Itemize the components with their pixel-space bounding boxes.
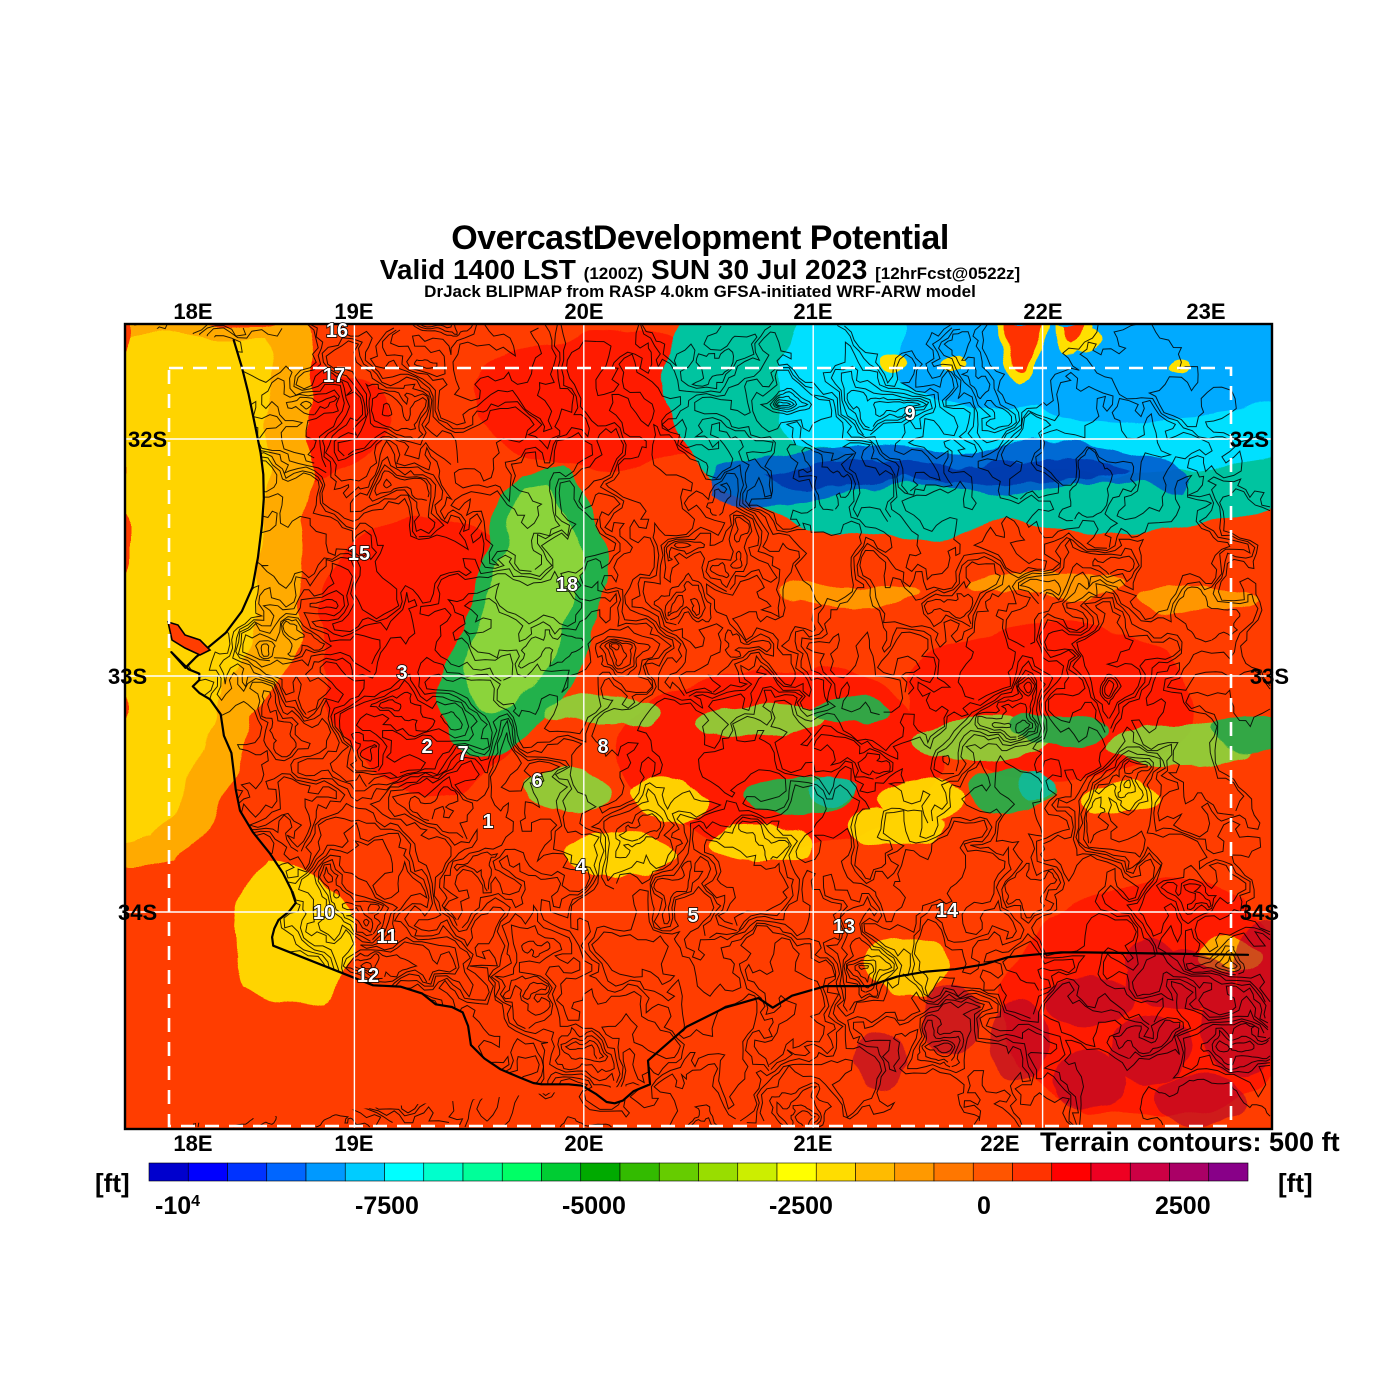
svg-text:34S: 34S (1240, 900, 1279, 925)
svg-text:20E: 20E (564, 299, 603, 324)
svg-text:Terrain contours: 500 ft: Terrain contours: 500 ft (1040, 1127, 1340, 1157)
svg-text:15: 15 (348, 543, 370, 565)
svg-text:33S: 33S (1250, 664, 1289, 689)
svg-text:34S: 34S (118, 900, 157, 925)
svg-text:1: 1 (482, 811, 493, 833)
svg-text:32S: 32S (1230, 427, 1269, 452)
svg-text:-2500: -2500 (769, 1192, 833, 1220)
svg-text:18E: 18E (173, 1131, 212, 1156)
svg-text:12: 12 (357, 965, 379, 987)
svg-text:14: 14 (936, 900, 959, 922)
svg-text:3: 3 (396, 662, 407, 684)
svg-text:4: 4 (575, 856, 587, 878)
svg-text:17: 17 (323, 365, 345, 387)
svg-text:2: 2 (421, 736, 432, 758)
svg-text:18: 18 (556, 574, 578, 596)
svg-text:22E: 22E (980, 1131, 1019, 1156)
svg-text:18E: 18E (173, 299, 212, 324)
svg-text:20E: 20E (564, 1131, 603, 1156)
svg-text:[ft]: [ft] (95, 1168, 130, 1198)
svg-text:16: 16 (326, 320, 348, 342)
svg-text:2500: 2500 (1155, 1192, 1211, 1220)
svg-text:9: 9 (904, 403, 915, 425)
svg-text:21E: 21E (793, 1131, 832, 1156)
svg-text:22E: 22E (1023, 299, 1062, 324)
svg-text:32S: 32S (128, 427, 167, 452)
svg-text:-104: -104 (155, 1192, 200, 1220)
svg-text:23E: 23E (1186, 299, 1225, 324)
svg-text:13: 13 (833, 916, 855, 938)
svg-text:-7500: -7500 (355, 1192, 419, 1220)
svg-text:21E: 21E (793, 299, 832, 324)
svg-text:6: 6 (531, 770, 542, 792)
svg-text:-5000: -5000 (562, 1192, 626, 1220)
svg-text:5: 5 (687, 905, 698, 927)
svg-text:0: 0 (977, 1192, 991, 1220)
svg-text:11: 11 (376, 926, 397, 948)
svg-text:33S: 33S (108, 664, 147, 689)
svg-text:19E: 19E (334, 1131, 373, 1156)
svg-text:[ft]: [ft] (1278, 1168, 1313, 1198)
svg-text:7: 7 (457, 743, 468, 765)
svg-text:8: 8 (597, 736, 608, 758)
svg-text:10: 10 (313, 902, 335, 924)
